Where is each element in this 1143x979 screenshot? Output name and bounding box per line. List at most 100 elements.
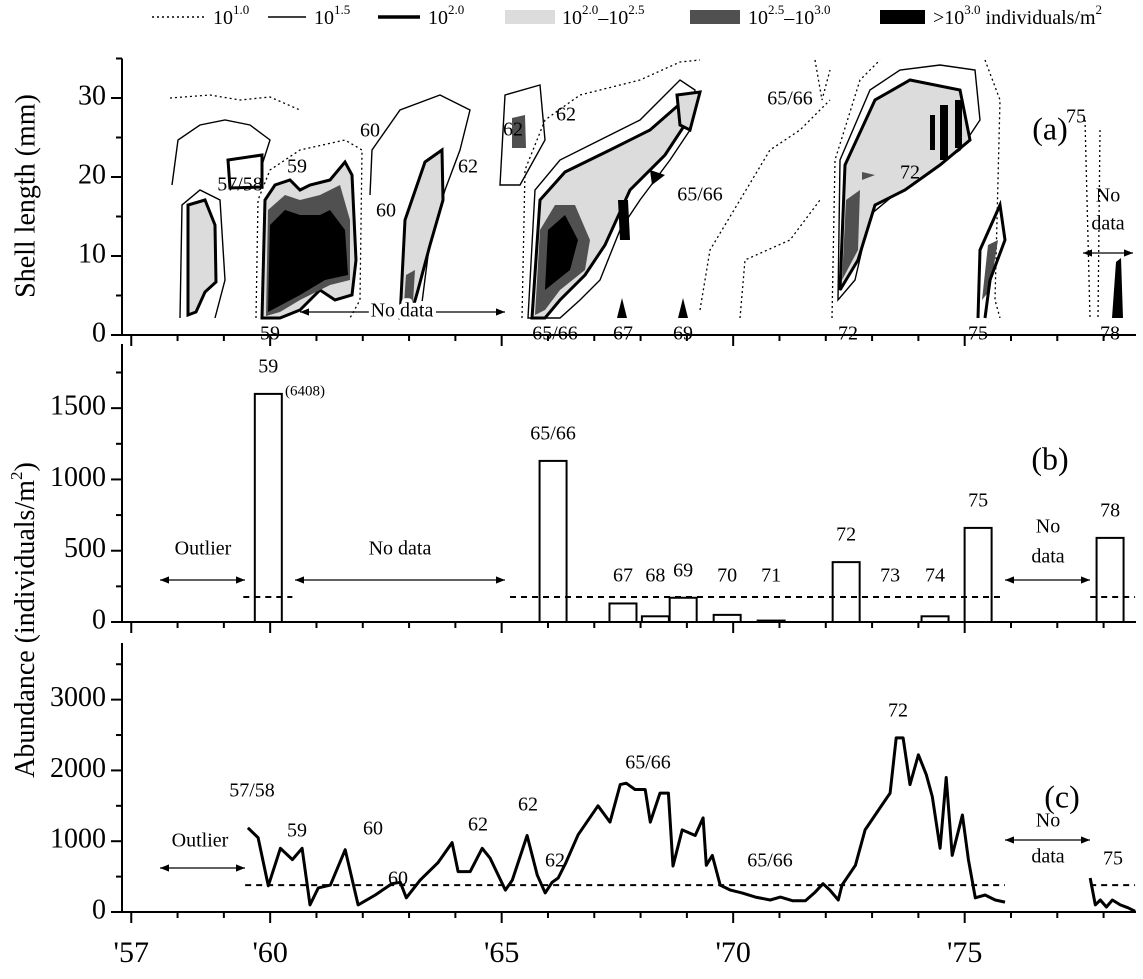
legend-label: 102.5–103.0 — [748, 2, 831, 28]
annotation: (6408) — [285, 383, 325, 399]
y-tick-label: 0 — [92, 894, 106, 925]
bar-label: 65/66 — [530, 422, 576, 444]
legend-swatch — [690, 10, 740, 24]
contour-black — [545, 215, 578, 290]
contour-dark — [982, 240, 998, 300]
bottom-label: 75 — [968, 323, 988, 345]
bottom-label: 78 — [1100, 323, 1120, 345]
contour-dotted — [814, 59, 831, 101]
y-tick-label: 0 — [92, 317, 106, 348]
bar-label: 74 — [925, 565, 945, 587]
contour-dotted — [521, 59, 701, 319]
annotation: 62 — [503, 119, 523, 141]
annotation: No — [1036, 810, 1060, 832]
contour-fill — [675, 90, 703, 133]
legend-swatch — [880, 10, 925, 24]
text-part: –10 — [597, 7, 628, 29]
bar-label: 73 — [880, 565, 900, 587]
legend-label: >103.0 individuals/m2 — [933, 2, 1102, 28]
text-part: 10 — [213, 7, 233, 29]
y-tick-label: 10 — [78, 238, 106, 269]
bar-label: 71 — [761, 565, 781, 587]
bar — [831, 561, 861, 623]
annotation: data — [1031, 546, 1064, 568]
contour-black — [955, 100, 962, 148]
superscript: 1.0 — [233, 2, 249, 17]
contour-dark — [862, 172, 875, 180]
superscript: 1.5 — [334, 2, 350, 17]
annotation: 62 — [458, 156, 478, 178]
text-part: –10 — [783, 7, 814, 29]
bar — [608, 602, 638, 624]
superscript: 2 — [1096, 2, 1103, 17]
annotation: 75 — [1066, 106, 1086, 128]
annotation: 75 — [1103, 848, 1123, 870]
bar — [1095, 536, 1125, 624]
contour-black — [618, 200, 630, 240]
contour-black — [930, 115, 935, 150]
bar-label: 59 — [258, 355, 278, 377]
y-tick-label: 500 — [64, 533, 106, 564]
y-axis-title: Abundance (individuals/m2) — [7, 462, 41, 778]
annotation: 60 — [388, 868, 408, 890]
y-tick-label: 2000 — [50, 753, 106, 784]
legend-swatch — [505, 10, 555, 24]
annotation: 62 — [545, 850, 565, 872]
annotation: 72 — [888, 700, 908, 722]
x-tick-label: '57 — [114, 936, 149, 969]
annotation: 60 — [360, 120, 380, 142]
annotation: 62 — [556, 104, 576, 126]
text-part: 10 — [748, 7, 768, 29]
contour-dotted — [1084, 119, 1091, 319]
bar — [668, 596, 698, 623]
contour-dotted — [739, 199, 821, 319]
superscript: 2.0 — [582, 2, 598, 17]
text-part: 10 — [314, 7, 334, 29]
contour-black — [1112, 258, 1123, 318]
legend-label: 101.0 — [213, 2, 249, 28]
contour-dotted — [831, 59, 881, 319]
annotation: data — [1031, 846, 1064, 868]
bar-label: 68 — [645, 565, 665, 587]
annotation: 57/58 — [229, 780, 275, 802]
bar-label: 69 — [673, 559, 693, 581]
annotation: 60 — [376, 200, 396, 222]
contour-dotted — [1097, 129, 1101, 319]
bar-label: 75 — [968, 490, 988, 512]
contour-thick — [226, 153, 264, 190]
annotation: 57/58 — [217, 174, 263, 196]
annotation: No — [1096, 185, 1120, 207]
y-axis-title: Shell length (mm) — [10, 94, 41, 298]
text-part: 10 — [562, 7, 582, 29]
annotation: 65/66 — [677, 184, 723, 206]
y-tick-label: 3000 — [50, 682, 106, 713]
legend-label: 102.0–102.5 — [562, 2, 645, 28]
panel-label: (c) — [1044, 778, 1080, 814]
bottom-label: 65/66 — [532, 323, 578, 345]
x-tick-label: '65 — [484, 936, 519, 969]
annotation: No — [1036, 516, 1060, 538]
x-tick-label: '75 — [947, 936, 982, 969]
text-part: >10 — [933, 7, 964, 29]
y-tick-label: 1000 — [50, 462, 106, 493]
superscript: 2.0 — [448, 2, 464, 17]
legend-label: 101.5 — [314, 2, 350, 28]
panel-label: (b) — [1031, 440, 1068, 476]
bar-label: 70 — [717, 565, 737, 587]
y-tick-label: 0 — [92, 604, 106, 635]
superscript: 2.5 — [628, 2, 644, 17]
bar — [712, 613, 742, 623]
annotation: 65/66 — [625, 752, 671, 774]
contour-thin — [499, 84, 546, 186]
contour-fill — [186, 198, 218, 318]
superscript: 2.5 — [768, 2, 784, 17]
annotation: No data — [371, 300, 434, 322]
bar-label: 67 — [613, 565, 633, 587]
y-tick-label: 30 — [78, 80, 106, 111]
bottom-label: 67 — [613, 323, 633, 345]
superscript: 3.0 — [964, 2, 980, 17]
contour-dark — [842, 190, 860, 280]
contour-black — [268, 210, 348, 312]
